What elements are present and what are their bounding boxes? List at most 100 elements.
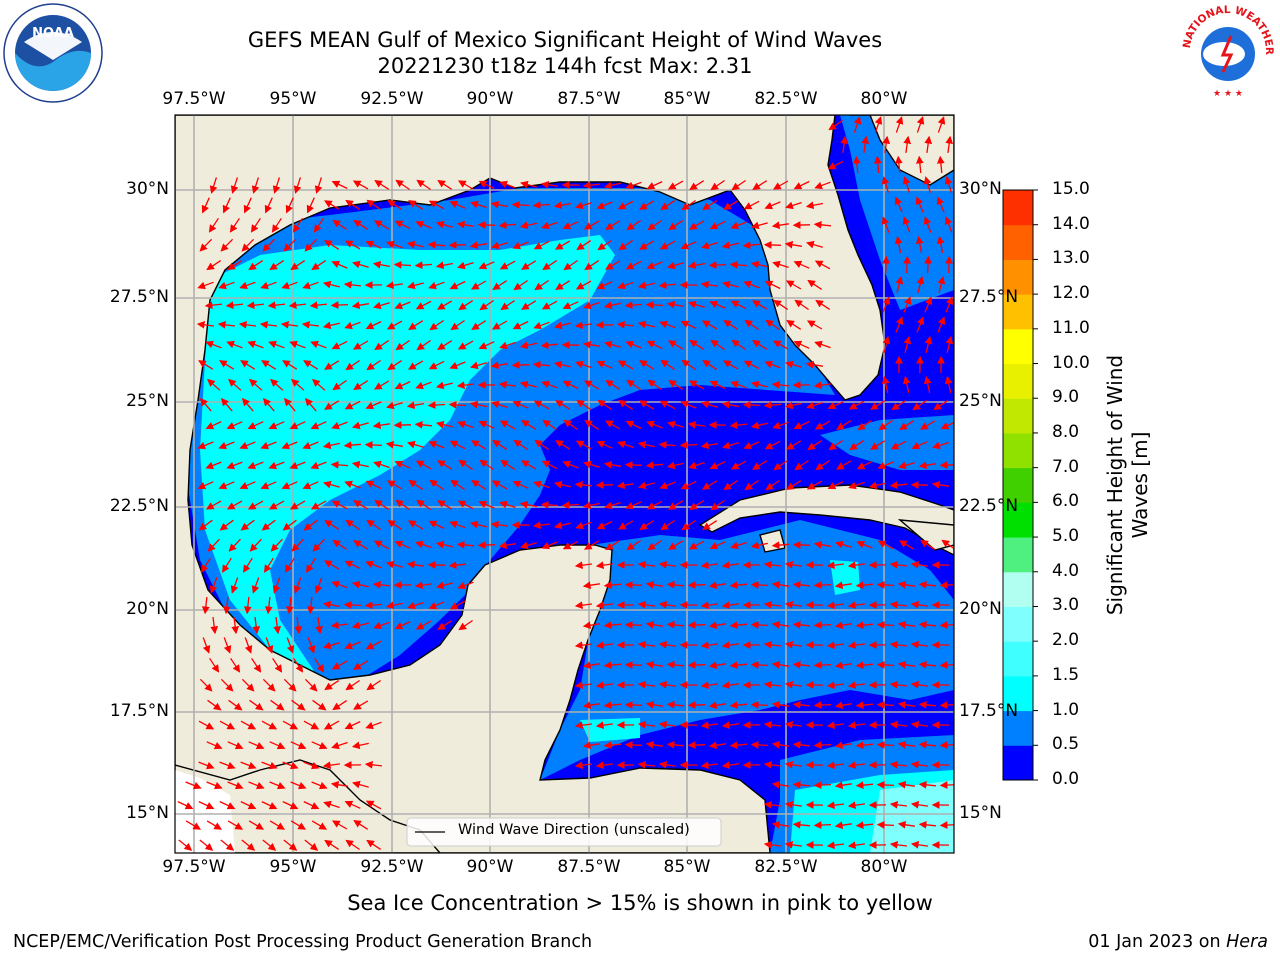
- wave-direction-arrow: [658, 760, 676, 769]
- wave-direction-arrow: [563, 419, 578, 431]
- wave-direction-arrow: [700, 761, 718, 770]
- colorbar-swatch: [1003, 537, 1033, 573]
- wave-direction-arrow: [407, 520, 424, 530]
- wave-direction-arrow: [331, 340, 348, 350]
- wave-direction-arrow: [784, 401, 802, 410]
- wave-direction-arrow: [889, 640, 907, 649]
- wave-direction-arrow: [394, 460, 411, 469]
- wave-direction-arrow: [470, 280, 487, 290]
- wave-direction-arrow: [261, 761, 278, 770]
- wave-direction-arrow: [805, 360, 823, 369]
- wave-direction-arrow: [301, 320, 319, 329]
- lon-tick-label: 82.5°W: [754, 89, 818, 109]
- wave-direction-arrow: [372, 421, 390, 430]
- wave-direction-arrow: [428, 520, 445, 530]
- wave-direction-arrow: [206, 260, 222, 271]
- wave-direction-arrow: [332, 379, 347, 391]
- wave-direction-arrow: [813, 381, 831, 390]
- wave-direction-arrow: [939, 661, 954, 669]
- wave-direction-arrow: [491, 400, 508, 409]
- wave-direction-arrow: [575, 440, 592, 450]
- wave-direction-arrow: [806, 480, 823, 490]
- wave-direction-arrow: [477, 541, 496, 549]
- wave-direction-arrow: [222, 596, 231, 615]
- wave-direction-arrow: [793, 421, 810, 430]
- wave-direction-arrow: [332, 219, 347, 231]
- wave-direction-arrow: [248, 741, 265, 750]
- colorbar-tick-label: 14.0: [1052, 213, 1090, 234]
- wave-direction-arrow: [563, 259, 578, 271]
- wave-direction-arrow: [458, 300, 474, 311]
- wave-direction-arrow: [269, 260, 285, 271]
- wave-direction-arrow: [500, 300, 515, 311]
- wave-direction-arrow: [729, 741, 748, 750]
- wave-direction-arrow: [680, 320, 697, 329]
- wave-direction-arrow: [681, 199, 696, 211]
- wave-direction-arrow: [834, 581, 852, 590]
- lon-tick-label: 92.5°W: [360, 857, 424, 877]
- wave-direction-arrow: [763, 241, 782, 249]
- wave-direction-arrow: [944, 176, 953, 193]
- wave-direction-arrow: [625, 181, 642, 190]
- lon-tick-label: 95°W: [269, 89, 317, 109]
- wave-direction-arrow: [815, 460, 831, 471]
- wave-direction-arrow: [814, 260, 831, 270]
- wave-direction-arrow: [603, 581, 622, 590]
- footer-branch: NCEP/EMC/Verification Post Processing Pr…: [13, 932, 593, 952]
- wave-direction-arrow: [899, 420, 915, 431]
- wave-direction-arrow: [764, 201, 781, 210]
- wave-direction-arrow: [240, 360, 256, 370]
- colorbar-tick-label: 7.0: [1052, 456, 1080, 477]
- wave-direction-arrow: [353, 540, 369, 550]
- wave-direction-arrow: [815, 299, 831, 310]
- wave-direction-arrow: [729, 260, 748, 269]
- wave-direction-arrow: [847, 721, 865, 730]
- wave-direction-arrow: [616, 481, 634, 490]
- wave-direction-arrow: [618, 239, 633, 251]
- lon-tick-label: 92.5°W: [360, 89, 424, 109]
- wave-direction-arrow: [924, 135, 933, 153]
- wave-direction-arrow: [304, 238, 318, 252]
- wave-direction-arrow: [185, 781, 202, 790]
- wave-direction-arrow: [312, 378, 326, 391]
- wave-direction-arrow: [343, 441, 362, 450]
- wave-direction-arrow: [765, 479, 780, 491]
- wave-direction-arrow: [471, 320, 487, 331]
- wave-direction-arrow: [491, 480, 508, 490]
- wave-direction-arrow: [541, 380, 558, 389]
- wave-direction-arrow: [891, 400, 907, 411]
- wave-direction-arrow: [449, 361, 466, 370]
- wave-direction-arrow: [667, 180, 684, 190]
- wave-direction-arrow: [616, 320, 634, 329]
- lat-tick-label: 15°N: [126, 803, 169, 823]
- wave-direction-arrow: [478, 341, 495, 350]
- svg-text:★ ★ ★: ★ ★ ★: [1213, 89, 1243, 99]
- wave-direction-arrow: [855, 661, 874, 670]
- nws-logo-icon: NATIONAL WEATHER SERVICE ★ ★ ★: [1178, 2, 1275, 99]
- wave-direction-arrow: [806, 320, 823, 330]
- wave-direction-arrow: [289, 461, 306, 470]
- wave-direction-arrow: [469, 520, 487, 529]
- wave-direction-arrow: [207, 538, 220, 552]
- wave-direction-arrow: [744, 319, 759, 331]
- wave-direction-arrow: [324, 519, 340, 530]
- wave-direction-arrow: [458, 619, 473, 631]
- wave-direction-arrow: [561, 501, 580, 509]
- wave-direction-arrow: [876, 821, 895, 829]
- lon-tick-label: 97.5°W: [162, 89, 226, 109]
- wave-direction-arrow: [574, 601, 592, 610]
- wave-direction-arrow: [490, 361, 509, 370]
- wave-direction-arrow: [324, 400, 340, 410]
- wave-direction-arrow: [897, 700, 915, 709]
- wave-direction-arrow: [583, 220, 600, 230]
- wave-direction-arrow: [353, 660, 369, 670]
- wave-direction-arrow: [307, 637, 316, 654]
- wave-direction-arrow: [681, 359, 696, 371]
- wave-direction-arrow: [723, 200, 739, 210]
- wave-direction-arrow: [541, 221, 558, 230]
- lon-tick-label: 87.5°W: [557, 89, 621, 109]
- wave-direction-arrow: [680, 400, 697, 409]
- wave-direction-arrow: [574, 321, 592, 330]
- wave-direction-arrow: [903, 335, 912, 353]
- wave-direction-arrow: [386, 240, 403, 249]
